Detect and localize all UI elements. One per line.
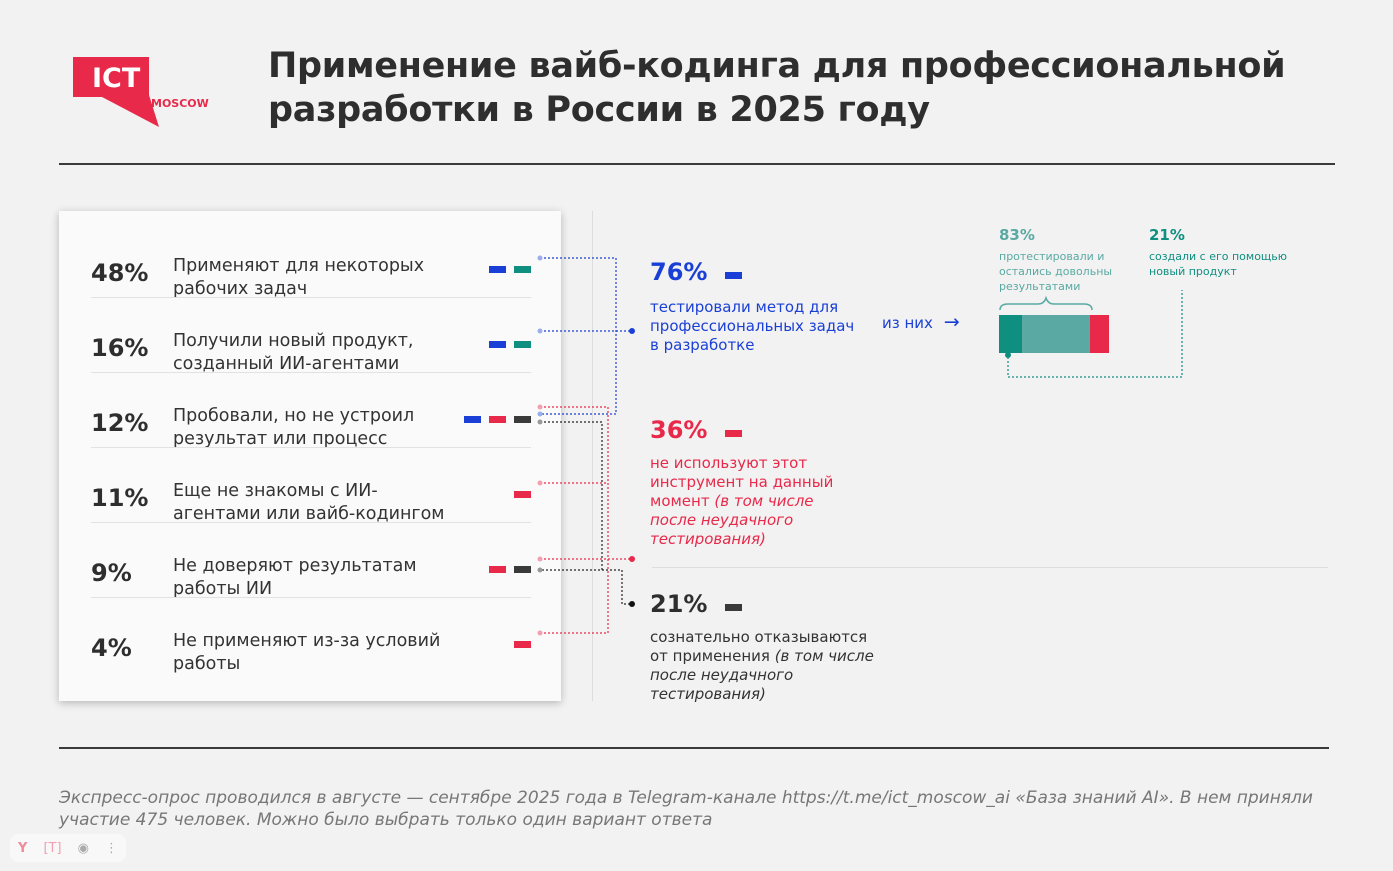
red-marker [489,416,506,423]
dark-marker [725,604,743,611]
blue-marker [489,266,506,273]
answer-percent: 12% [91,409,149,437]
answer-markers [489,266,531,273]
answer-label: Получили новый продукт, созданный ИИ-аге… [173,331,414,374]
answer-row: 16% Получили новый продукт, созданный ИИ-… [91,320,531,396]
bar-segment [1090,315,1109,353]
red-marker [725,430,743,437]
bar-segment [1022,315,1091,353]
group-tested: 76% тестировали метод для профессиональн… [650,258,855,354]
logo: ICT MOSCOW [72,57,212,129]
more-icon[interactable]: ⋮ [104,840,118,856]
group-divider [652,567,1328,568]
group-not-using: 36% не используют этот инструмент на дан… [650,416,834,548]
answer-percent: 11% [91,484,149,512]
annotation-new-product: 21% создали с его помощью новый продукт [1149,226,1288,278]
blue-marker [489,341,506,348]
answer-row: 48% Применяют для некоторых рабочих задач [91,245,531,321]
answer-markers [464,416,531,423]
row-divider [91,372,531,373]
vertical-divider [592,211,593,701]
of-them-label: из них → [882,311,960,333]
row-divider [91,297,531,298]
teal-marker [514,341,531,348]
arrow-right-icon: → [943,311,960,333]
answer-percent: 48% [91,259,149,287]
red-marker [489,566,506,573]
divider-bottom [59,747,1329,749]
bar-segment [999,315,1023,353]
dark-marker [514,416,531,423]
answer-percent: 16% [91,334,149,362]
text-select-icon[interactable]: [T] [43,840,62,856]
teal-marker [514,266,531,273]
dark-marker [514,566,531,573]
answer-markers [489,566,531,573]
red-marker [514,491,531,498]
browser-toolbar: Y [T] ◉ ⋮ [10,834,126,862]
eye-icon[interactable]: ◉ [77,840,89,856]
answer-label: Применяют для некоторых рабочих задач [173,256,425,299]
logo-bubble-icon [73,57,159,127]
answer-markers [489,341,531,348]
answer-row: 12% Пробовали, но не устроил результат ил… [91,395,531,471]
row-divider [91,597,531,598]
annotation-satisfied: 83% протестировали и остались довольны р… [999,226,1113,293]
answer-label: Еще не знакомы с ИИ-агентами или вайб-ко… [173,481,445,524]
row-divider [91,447,531,448]
answer-label: Пробовали, но не устроил результат или п… [173,406,415,449]
stacked-bar [999,315,1109,353]
answers-card [59,211,561,701]
answer-row: 9% Не доверяют результатам работы ИИ [91,545,531,621]
row-divider [91,522,531,523]
footnote: Экспресс-опрос проводился в августе — се… [59,788,1313,830]
answer-markers [514,491,531,498]
answer-percent: 4% [91,634,132,662]
answer-row: 4% Не применяют из-за условий работы [91,620,531,696]
answer-percent: 9% [91,559,132,587]
answer-markers [514,641,531,648]
blue-marker [464,416,481,423]
answer-label: Не применяют из-за условий работы [173,631,441,674]
page-title: Применение вайб-кодинга для профессионал… [268,46,1286,130]
blue-marker [725,272,743,279]
red-marker [514,641,531,648]
answer-label: Не доверяют результатам работы ИИ [173,556,417,599]
group-refuse: 21% сознательно отказываются от применен… [650,590,874,703]
yandex-icon[interactable]: Y [18,840,28,856]
answer-row: 11% Еще не знакомы с ИИ-агентами или вайб… [91,470,531,546]
divider-top [59,163,1335,165]
